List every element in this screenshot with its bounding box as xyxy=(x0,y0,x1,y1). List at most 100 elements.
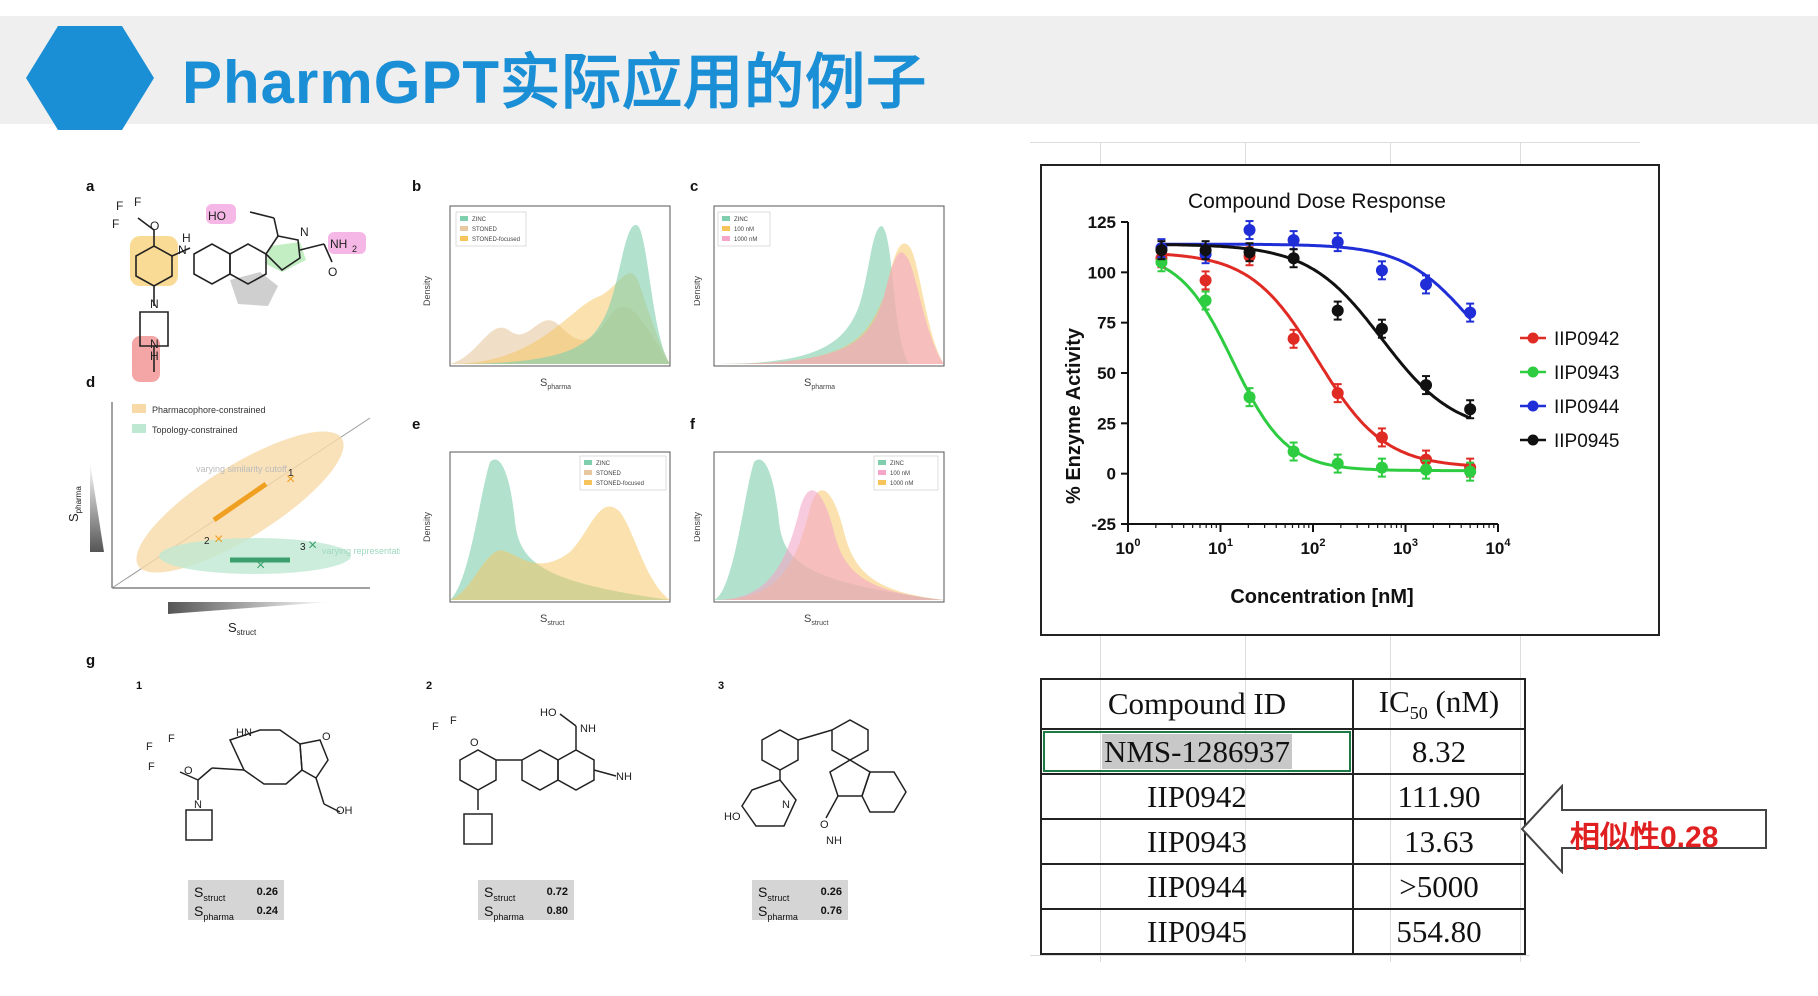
panel-d-annotation-cutoff: varying similarity cutoff xyxy=(196,464,287,474)
table-cell[interactable]: 13.63 xyxy=(1352,818,1526,865)
legend-label-IIP0943: IIP0943 xyxy=(1554,363,1620,384)
svg-text:2: 2 xyxy=(352,244,357,254)
svg-text:F: F xyxy=(116,199,123,213)
panel-b-ylabel: Density xyxy=(422,275,432,306)
data-point-IIP0945 xyxy=(1420,379,1433,392)
data-point-IIP0942 xyxy=(1420,453,1433,466)
svg-text:ZINC: ZINC xyxy=(472,217,487,223)
table-row: NMS-1286937 8.32 xyxy=(1040,728,1526,775)
svg-text:O: O xyxy=(150,219,159,233)
sheet-gridline xyxy=(1030,955,1530,956)
svg-text:N: N xyxy=(178,243,187,257)
table-cell[interactable]: IIP0943 xyxy=(1040,818,1354,865)
svg-text:1000 nM: 1000 nM xyxy=(890,481,913,487)
svg-text:OH: OH xyxy=(336,805,353,817)
legend-marker-IIP0942 xyxy=(1527,332,1539,344)
y-tick-label: 25 xyxy=(1097,414,1116,433)
legend-marker-IIP0945 xyxy=(1527,434,1539,446)
table-row: IIP0943 13.63 xyxy=(1040,818,1526,865)
legend-marker-IIP0943 xyxy=(1527,366,1539,378)
panel-c-legend: ZINC 100 nM 1000 nM xyxy=(722,216,757,243)
y-tick-label: 125 xyxy=(1088,213,1116,232)
x-tick-label: 101 xyxy=(1208,537,1233,558)
data-point-IIP0945 xyxy=(1155,244,1168,257)
dose-response-chart: Compound Dose Response 125 100 75 50 25 0 -25 1… xyxy=(1040,164,1660,636)
panel-label-a: a xyxy=(86,178,95,195)
table-cell[interactable]: IIP0944 xyxy=(1040,863,1354,910)
svg-text:STONED: STONED xyxy=(596,471,622,477)
data-point-IIP0943 xyxy=(1464,465,1477,478)
panel-e-ylabel: Density xyxy=(422,511,432,542)
panel-g-index-3: 3 xyxy=(718,680,725,692)
data-point-IIP0945 xyxy=(1464,403,1477,416)
score-box-2: Sstruct 0.72 Spharma 0.80 xyxy=(478,880,574,922)
panel-label-e: e xyxy=(412,416,421,433)
svg-text:F: F xyxy=(146,741,153,753)
svg-text:NH: NH xyxy=(616,771,632,783)
panel-e-xlabel: Sstruct xyxy=(540,613,565,627)
table-cell[interactable]: 554.80 xyxy=(1352,908,1526,955)
data-point-IIP0942 xyxy=(1331,387,1344,400)
x-tick-label: 100 xyxy=(1115,537,1140,558)
panel-f-density-plot: Density Sstruct ZINC 100 nM 1000 nM xyxy=(694,451,945,627)
svg-text:O: O xyxy=(322,731,331,743)
x-tick-label: 104 xyxy=(1485,537,1511,558)
data-point-IIP0942 xyxy=(1375,431,1388,444)
panel-c-xlabel: Spharma xyxy=(804,377,835,391)
svg-text:HO: HO xyxy=(540,707,557,719)
curve-IIP0942 xyxy=(1161,252,1471,467)
svg-text:×: × xyxy=(214,531,223,548)
chart-ylabel: % Enzyme Activity xyxy=(1063,327,1085,504)
y-tick-label: 75 xyxy=(1097,314,1116,333)
table-row: IIP0942 111.90 xyxy=(1040,773,1526,820)
svg-text:NH: NH xyxy=(826,835,842,847)
data-point-IIP0945 xyxy=(1331,304,1344,317)
header-compound-id: Compound ID xyxy=(1040,678,1354,730)
svg-text:N: N xyxy=(782,799,790,811)
data-point-IIP0944 xyxy=(1375,264,1388,277)
panel-g-molecule-3: HO O NH N xyxy=(724,719,907,847)
panel-label-g: g xyxy=(86,652,96,669)
table-cell[interactable]: IIP0945 xyxy=(1040,908,1354,955)
similarity-callout-arrow-icon xyxy=(1520,784,1767,874)
svg-text:F: F xyxy=(450,715,457,727)
panel-d-ylabel: Spharma xyxy=(66,486,83,522)
ic50-table: Compound ID IC50 (nM) NMS-1286937 8.32 I… xyxy=(1040,678,1526,955)
table-cell[interactable]: IIP0942 xyxy=(1040,773,1354,820)
svg-text:F: F xyxy=(134,196,141,209)
score-box-1: Sstruct 0.26 Spharma 0.24 xyxy=(188,880,284,922)
panel-f-xlabel: Sstruct xyxy=(804,613,829,627)
data-point-IIP0945 xyxy=(1287,252,1300,265)
table-cell[interactable]: >5000 xyxy=(1352,863,1526,910)
svg-text:ZINC: ZINC xyxy=(890,461,905,467)
svg-text:×: × xyxy=(286,471,295,488)
svg-text:1000 nM: 1000 nM xyxy=(734,237,757,243)
table-header-row: Compound ID IC50 (nM) xyxy=(1040,678,1526,730)
data-point-IIP0944 xyxy=(1243,224,1256,237)
svg-text:HO: HO xyxy=(724,811,741,823)
legend-label-IIP0944: IIP0944 xyxy=(1554,397,1620,418)
table-cell[interactable]: 111.90 xyxy=(1352,773,1526,820)
curve-IIP0945 xyxy=(1161,243,1471,420)
cell-selected-compound[interactable]: NMS-1286937 xyxy=(1040,728,1354,775)
panel-d-similarity-space: × × × × 1 2 3 varying similarity cutoff … xyxy=(66,402,400,637)
svg-text:STONED-focused: STONED-focused xyxy=(472,237,520,243)
svg-text:HN: HN xyxy=(236,727,252,739)
svg-text:N: N xyxy=(300,225,309,239)
panel-g-molecule-2: F F O HO NH NH xyxy=(432,707,632,845)
data-point-IIP0943 xyxy=(1420,463,1433,476)
svg-text:100 nM: 100 nM xyxy=(734,227,754,233)
data-point-IIP0944 xyxy=(1464,306,1477,319)
data-point-IIP0943 xyxy=(1331,457,1344,470)
curve-IIP0943 xyxy=(1160,265,1471,473)
chart-xlabel: Concentration [nM] xyxy=(1230,586,1413,608)
svg-text:ZINC: ZINC xyxy=(734,217,749,223)
y-tick-label: 100 xyxy=(1088,263,1116,282)
legend-label-IIP0942: IIP0942 xyxy=(1554,329,1620,350)
svg-text:O: O xyxy=(184,765,193,777)
panel-d-point-3: 3 xyxy=(300,542,306,553)
table-cell[interactable]: 8.32 xyxy=(1352,728,1526,775)
panel-g-index-2: 2 xyxy=(426,680,433,692)
score-1-pharma: 0.24 xyxy=(256,905,278,917)
